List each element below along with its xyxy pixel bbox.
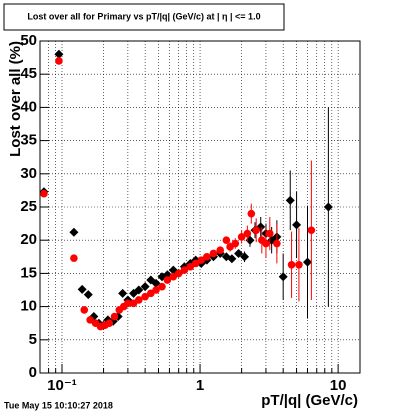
marker — [180, 266, 189, 274]
marker — [152, 286, 160, 294]
x-tick-label: 10⁻¹ — [47, 377, 77, 394]
marker — [110, 312, 119, 321]
marker — [285, 195, 295, 205]
plot-frame — [39, 40, 361, 374]
marker — [247, 209, 256, 218]
marker — [222, 236, 231, 244]
marker — [231, 239, 240, 248]
y-tick-label: 20 — [20, 231, 37, 248]
marker — [266, 229, 274, 238]
marker — [203, 252, 211, 261]
marker — [141, 292, 149, 301]
marker — [278, 272, 288, 282]
marker — [77, 284, 87, 294]
marker — [151, 278, 161, 288]
y-tick-label: 0 — [29, 364, 37, 381]
marker — [174, 269, 183, 278]
marker — [40, 189, 48, 198]
y-tick-label: 50 — [20, 32, 37, 49]
marker — [105, 319, 114, 328]
marker — [80, 306, 89, 314]
marker — [55, 57, 63, 65]
y-tick-label: 15 — [20, 264, 37, 281]
marker — [69, 227, 79, 237]
marker — [70, 254, 78, 262]
x-tick-label: 1 — [196, 377, 204, 394]
x-tick-label: 10 — [330, 377, 347, 394]
marker — [287, 260, 296, 269]
y-tick-label: 10 — [20, 298, 37, 315]
marker — [124, 299, 132, 308]
marker — [243, 229, 252, 238]
marker — [118, 288, 128, 298]
marker — [83, 290, 93, 300]
y-tick-label: 40 — [20, 98, 37, 115]
marker — [240, 252, 250, 262]
marker — [234, 248, 244, 258]
marker — [158, 282, 166, 291]
y-tick-label: 35 — [20, 132, 37, 149]
marker — [216, 246, 225, 254]
marker — [303, 257, 313, 267]
y-tick-label: 5 — [29, 331, 37, 348]
x-axis-label: pT/|q| (GeV/c) — [261, 392, 358, 409]
marker — [209, 249, 218, 258]
marker — [262, 239, 270, 248]
marker — [273, 239, 281, 248]
marker — [197, 256, 206, 264]
marker — [163, 276, 172, 284]
marker — [237, 233, 246, 241]
chart-title: Lost over all for Primary vs pT/|q| (GeV… — [27, 11, 260, 21]
title-box — [3, 3, 285, 31]
marker — [307, 226, 316, 235]
marker — [140, 282, 150, 292]
marker — [252, 226, 260, 235]
y-tick-label: 30 — [20, 165, 37, 182]
marker — [134, 285, 144, 295]
marker — [292, 220, 302, 230]
y-tick-label: 25 — [20, 198, 37, 215]
y-tick-label: 45 — [20, 65, 37, 82]
marker — [295, 260, 303, 269]
marker — [323, 202, 333, 212]
marker — [54, 49, 64, 59]
marker — [135, 296, 143, 304]
footer: Tue May 15 10:10:27 2018 — [4, 400, 113, 410]
y-axis-label: Lost over all (%) — [7, 41, 24, 157]
marker — [191, 259, 200, 268]
marker — [227, 254, 237, 264]
